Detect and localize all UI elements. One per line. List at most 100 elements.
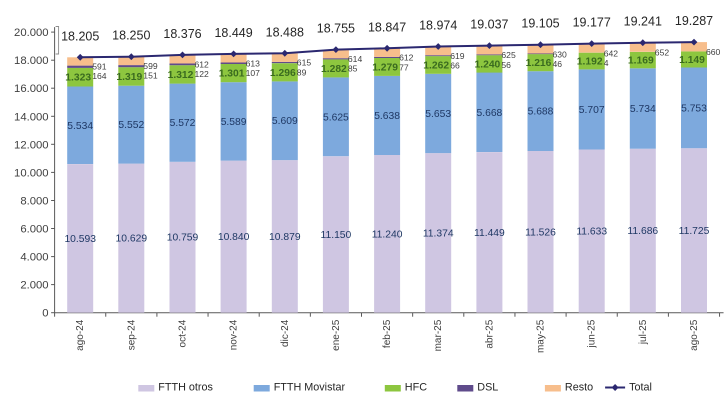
- svg-text:11.240: 11.240: [372, 229, 403, 240]
- svg-text:5.552: 5.552: [118, 120, 144, 131]
- svg-text:11.725: 11.725: [679, 226, 710, 237]
- svg-text:1.323: 1.323: [65, 73, 91, 84]
- svg-text:660: 660: [706, 47, 721, 57]
- svg-text:mar-25: mar-25: [433, 319, 444, 351]
- svg-text:1.301: 1.301: [219, 69, 245, 80]
- svg-text:5.572: 5.572: [170, 118, 196, 129]
- svg-text:5.653: 5.653: [425, 109, 451, 120]
- svg-text:612: 612: [195, 59, 210, 69]
- svg-text:619: 619: [450, 51, 465, 61]
- svg-text:46: 46: [553, 59, 563, 69]
- svg-text:18.205: 18.205: [61, 29, 99, 43]
- svg-text:18.488: 18.488: [266, 25, 304, 39]
- svg-text:19.241: 19.241: [624, 15, 662, 29]
- svg-text:1.216: 1.216: [526, 58, 552, 69]
- svg-text:77: 77: [399, 62, 409, 72]
- svg-text:615: 615: [297, 58, 312, 68]
- svg-text:5.625: 5.625: [323, 112, 349, 123]
- svg-text:feb-25: feb-25: [382, 319, 393, 348]
- svg-text:1.169: 1.169: [628, 56, 654, 67]
- svg-text:2.000: 2.000: [20, 280, 48, 292]
- svg-text:10.629: 10.629: [116, 234, 148, 245]
- svg-text:19.177: 19.177: [573, 16, 611, 30]
- svg-text:18.000: 18.000: [14, 55, 49, 67]
- svg-text:ago-25: ago-25: [689, 319, 700, 351]
- svg-text:5.753: 5.753: [681, 103, 707, 114]
- svg-text:630: 630: [553, 49, 568, 59]
- svg-text:6.000: 6.000: [20, 224, 48, 236]
- svg-text:18.974: 18.974: [419, 19, 457, 33]
- svg-text:5.638: 5.638: [374, 111, 400, 122]
- svg-text:Total: Total: [629, 382, 652, 394]
- svg-text:dic-24: dic-24: [280, 319, 291, 347]
- svg-text:1.312: 1.312: [168, 70, 194, 81]
- svg-text:1.240: 1.240: [475, 59, 501, 70]
- svg-text:1.149: 1.149: [679, 55, 705, 66]
- svg-text:1.262: 1.262: [423, 61, 449, 72]
- svg-text:5.534: 5.534: [67, 121, 93, 132]
- svg-text:1.279: 1.279: [372, 62, 398, 73]
- svg-text:151: 151: [143, 71, 158, 81]
- svg-text:ago-24: ago-24: [75, 319, 86, 351]
- svg-text:11.150: 11.150: [321, 230, 352, 241]
- svg-text:DSL: DSL: [477, 382, 498, 394]
- svg-text:19.037: 19.037: [470, 18, 508, 32]
- svg-text:19.287: 19.287: [675, 14, 713, 28]
- svg-text:11.526: 11.526: [525, 227, 556, 238]
- svg-text:107: 107: [246, 68, 261, 78]
- svg-text:652: 652: [655, 48, 670, 58]
- svg-text:5.734: 5.734: [630, 104, 656, 115]
- svg-text:164: 164: [92, 71, 107, 81]
- svg-text:18.250: 18.250: [112, 29, 150, 43]
- svg-text:10.000: 10.000: [14, 167, 49, 179]
- svg-text:Resto: Resto: [565, 382, 593, 394]
- svg-text:8.000: 8.000: [20, 195, 48, 207]
- svg-text:625: 625: [501, 50, 516, 60]
- svg-text:4.000: 4.000: [20, 252, 48, 264]
- svg-text:4: 4: [604, 58, 609, 68]
- svg-text:19.105: 19.105: [521, 17, 559, 31]
- svg-text:18.755: 18.755: [317, 22, 355, 36]
- svg-text:85: 85: [348, 64, 358, 74]
- svg-text:11.633: 11.633: [576, 227, 607, 238]
- svg-text:jun-25: jun-25: [587, 319, 598, 348]
- svg-text:FTTH Movistar: FTTH Movistar: [274, 382, 346, 394]
- svg-text:10.879: 10.879: [269, 232, 301, 243]
- svg-text:5.707: 5.707: [579, 105, 605, 116]
- svg-text:10.593: 10.593: [64, 234, 96, 245]
- svg-text:1.296: 1.296: [270, 68, 296, 79]
- svg-text:5.589: 5.589: [221, 117, 247, 128]
- svg-text:89: 89: [297, 67, 307, 77]
- svg-text:1.319: 1.319: [116, 72, 142, 83]
- svg-text:591: 591: [92, 61, 107, 71]
- svg-text:18.847: 18.847: [368, 20, 406, 34]
- svg-text:5.688: 5.688: [528, 107, 554, 118]
- svg-text:0: 0: [42, 308, 48, 320]
- svg-text:16.000: 16.000: [14, 83, 49, 95]
- svg-text:jul-25: jul-25: [638, 319, 649, 345]
- svg-text:599: 599: [143, 61, 158, 71]
- svg-text:1.192: 1.192: [577, 57, 603, 68]
- svg-text:HFC: HFC: [405, 382, 427, 394]
- svg-text:1.282: 1.282: [321, 64, 347, 75]
- svg-text:642: 642: [604, 49, 619, 59]
- svg-text:11.374: 11.374: [423, 228, 454, 239]
- svg-text:10.759: 10.759: [167, 233, 199, 244]
- svg-text:612: 612: [399, 53, 414, 63]
- svg-text:10.840: 10.840: [218, 232, 250, 243]
- svg-text:sep-24: sep-24: [126, 319, 137, 350]
- svg-text:may-25: may-25: [536, 319, 547, 353]
- svg-text:122: 122: [195, 69, 210, 79]
- svg-text:5.668: 5.668: [477, 108, 503, 119]
- svg-text:nov-24: nov-24: [229, 319, 240, 350]
- svg-text:14.000: 14.000: [14, 111, 49, 123]
- svg-text:613: 613: [246, 58, 261, 68]
- svg-text:oct-24: oct-24: [178, 319, 189, 347]
- svg-text:66: 66: [450, 61, 460, 71]
- svg-text:20.000: 20.000: [14, 27, 49, 39]
- svg-text:FTTH otros: FTTH otros: [158, 382, 213, 394]
- svg-text:abr-25: abr-25: [484, 319, 495, 348]
- svg-text:614: 614: [348, 54, 363, 64]
- svg-text:12.000: 12.000: [14, 139, 49, 151]
- svg-text:11.449: 11.449: [474, 228, 505, 239]
